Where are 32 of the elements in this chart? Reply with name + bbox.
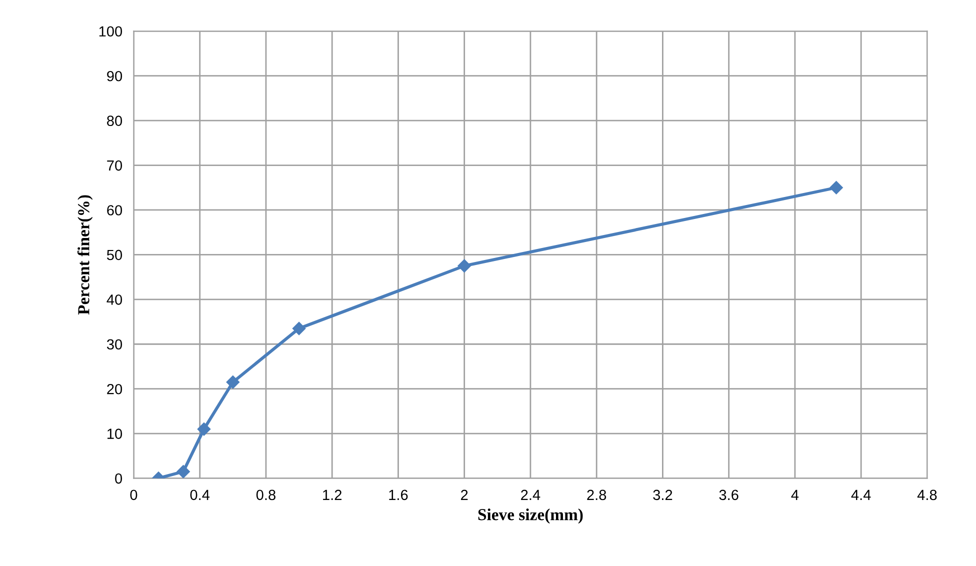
y-tick-label: 40: [106, 294, 122, 305]
y-tick-label: 90: [107, 70, 122, 82]
point: [830, 181, 843, 194]
y-tick-label: 50: [106, 250, 122, 260]
x-tick-label: 2: [461, 490, 468, 500]
x-tick-label: 4.8: [917, 490, 937, 500]
x-tick-label: 0.8: [256, 490, 276, 500]
y-tick-label: 70: [107, 160, 122, 171]
point: [226, 376, 240, 389]
x-tick-label: 1.2: [323, 490, 342, 500]
x-axis-title: Sieve size(mm): [478, 508, 583, 524]
x-tick-label: 0.4: [190, 490, 210, 500]
y-axis-title: Percent finer(%): [77, 195, 93, 315]
point: [292, 322, 306, 336]
y-tick-label: 80: [107, 116, 122, 126]
x-tick-label: 0: [130, 490, 138, 500]
y-tick-label: 20: [107, 384, 122, 394]
y-tick-label: 10: [107, 428, 122, 439]
x-tick-label: 3.2: [653, 490, 672, 500]
x-tick-label: 2.4: [521, 490, 540, 500]
point: [458, 259, 471, 272]
y-tick-label: 30: [106, 339, 122, 350]
x-tick-label: 4.4: [851, 490, 871, 500]
y-tick-label: 0: [115, 473, 122, 484]
x-tick-label: 4: [791, 490, 799, 500]
y-tick-label: 60: [107, 205, 122, 216]
y-tick-label: 100: [99, 26, 122, 37]
point: [176, 464, 190, 478]
point: [197, 422, 211, 436]
x-tick-label: 3.6: [719, 490, 738, 500]
x-tick-label: 1.6: [389, 490, 408, 500]
x-tick-label: 2.8: [587, 490, 606, 500]
